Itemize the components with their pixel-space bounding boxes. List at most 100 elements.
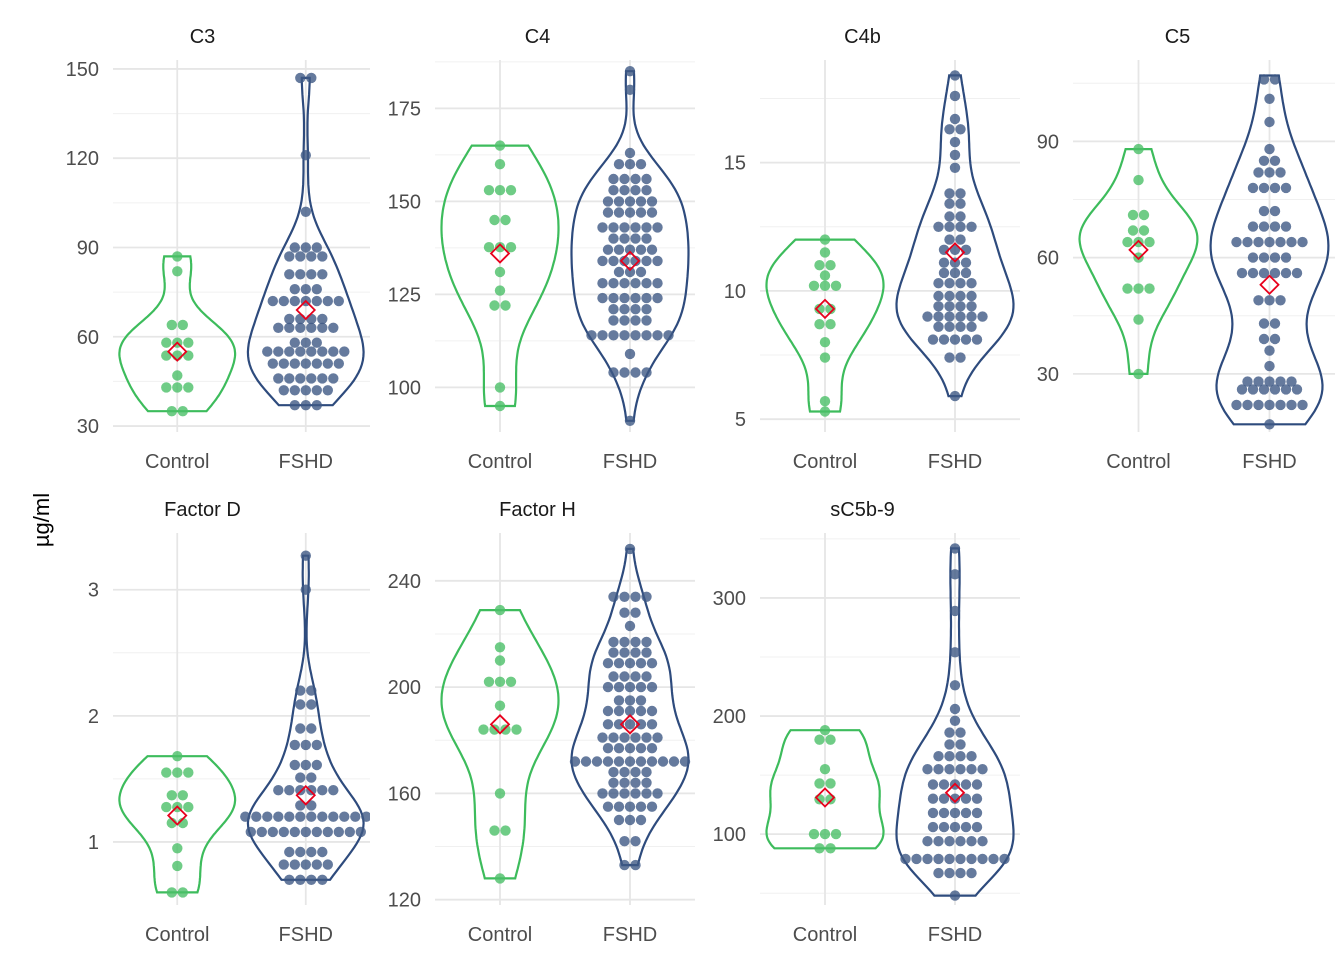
fshd-point [630,278,641,289]
fshd-point [256,826,267,838]
control-point [825,794,836,805]
fshd-point [938,793,950,804]
control-point [494,676,506,687]
facet-title: C4 [524,26,551,48]
fshd-violin [895,74,1015,398]
facet-plot: 100 200 300 Control FSHD [713,533,1020,946]
fshd-point [1247,384,1259,395]
fshd-point [955,311,966,322]
x-tick-label-control: Control [145,451,209,473]
fshd-point [295,785,306,796]
fshd-point [295,874,306,885]
fshd-point [641,777,652,788]
control-point [172,350,183,361]
fshd-point [949,605,961,617]
facet-panel-6: Factor H 120 160 200 240 Control FSHD [370,473,705,953]
fshd-point [955,278,966,289]
fshd-point [284,811,295,822]
fshd-point [1286,399,1297,411]
control-point [166,406,177,417]
fshd-point [267,358,278,369]
fshd-point [938,821,950,833]
fshd-point [944,836,955,847]
control-point [177,406,188,417]
y-tick-label: 100 [388,377,421,399]
fshd-point [295,800,306,811]
control-point [1144,236,1155,248]
y-tick-label: 100 [713,824,746,846]
control-point [494,382,506,393]
fshd-point [624,695,636,706]
fshd-point [933,278,944,289]
fshd-point [624,620,636,632]
control-point [505,242,517,253]
fshd-point [619,788,630,799]
control-mean-marker [489,714,511,735]
fshd-point [306,785,317,796]
x-tick-label-fshd: FSHD [279,924,333,946]
fshd-point [300,337,311,348]
fshd-point [652,788,663,799]
control-point [161,767,172,778]
fshd-point [630,636,641,648]
facet-panel-5: Factor D 1 2 3 Control FSHD [35,473,370,953]
fshd-point [350,811,361,822]
fshd-point [652,292,663,304]
fshd-point [586,330,597,341]
fshd-point [317,874,328,885]
control-point [483,185,495,196]
x-tick-label-fshd: FSHD [928,924,982,946]
y-tick-label: 160 [388,783,421,805]
fshd-point [630,233,641,244]
y-tick-label: 15 [724,153,746,175]
fshd-point [646,658,658,669]
fshd-point [619,233,630,244]
fshd-point [608,636,619,648]
control-point [500,214,511,226]
fshd-point [613,695,625,706]
fshd-point [630,607,641,618]
control-point [494,159,506,170]
fshd-point [619,636,630,648]
fshd-point [988,853,999,865]
fshd-point [284,251,295,262]
fshd-point [251,811,262,822]
x-tick-label-fshd: FSHD [279,451,333,473]
fshd-point [960,793,972,804]
control-point [1138,209,1150,221]
fshd-point [1280,221,1292,232]
fshd-point [966,867,977,879]
control-point [814,319,825,330]
control-point [494,140,506,151]
control-point [830,828,842,840]
fshd-point [608,304,619,315]
fshd-point [624,681,636,693]
fshd-point [311,284,322,295]
fshd-point [311,826,322,838]
fshd-point [635,159,647,170]
facet-title: C4b [844,26,881,48]
fshd-point [295,811,306,822]
fshd-point [1253,295,1264,306]
fshd-point [311,358,322,369]
fshd-violin [1209,74,1330,426]
control-mean-marker [1128,239,1149,261]
fshd-point [619,255,630,267]
fshd-point [646,244,658,255]
fshd-point [999,853,1010,865]
fshd-point [630,173,641,185]
fshd-point [635,695,647,706]
fshd-point [635,743,647,754]
fshd-point [317,811,328,822]
fshd-point [641,222,652,233]
fshd-point [966,764,977,775]
fshd-point [613,681,625,693]
fshd-point [933,301,944,312]
control-point [161,337,172,348]
fshd-point [1269,74,1281,85]
fshd-point [608,647,619,658]
fshd-point [295,699,306,710]
fshd-point [641,330,652,341]
fshd-point [1269,384,1281,395]
fshd-point [646,719,658,730]
